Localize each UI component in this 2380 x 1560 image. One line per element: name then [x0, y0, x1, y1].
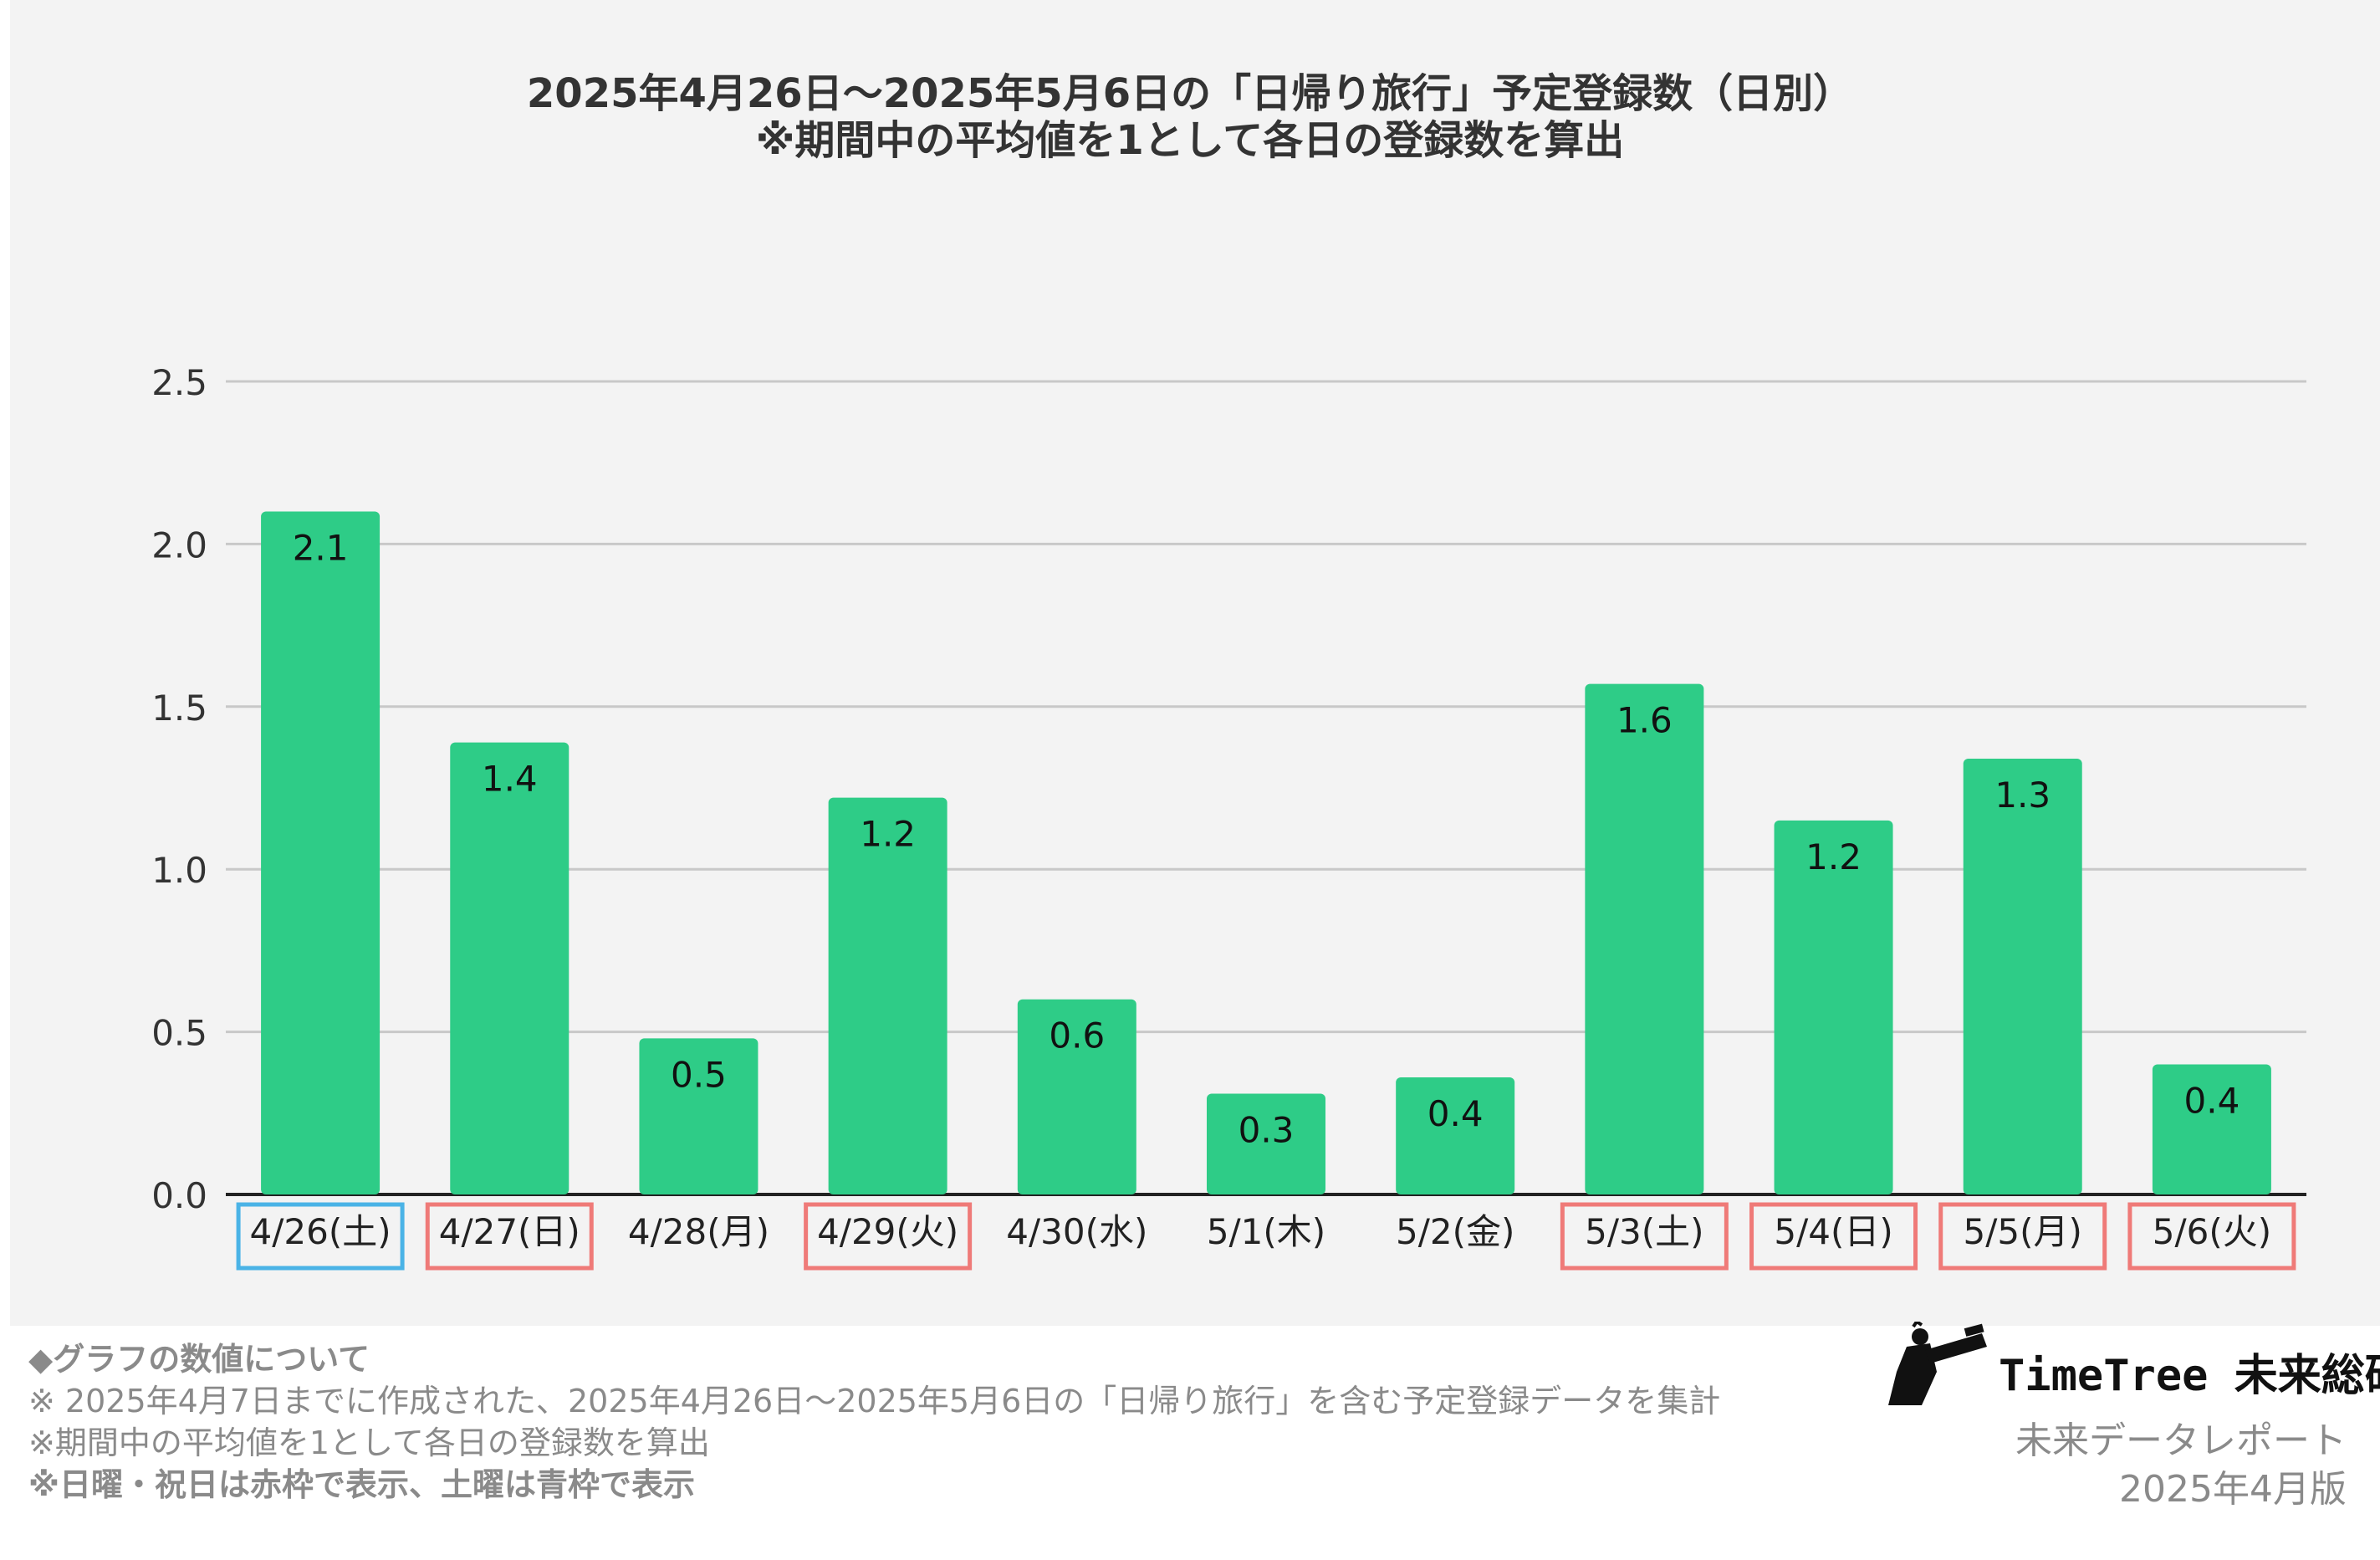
holiday-frame — [1938, 1202, 2107, 1271]
y-tick-label: 1.5 — [151, 688, 207, 729]
x-tick-label: 5/4(日) — [1774, 1211, 1892, 1252]
bar — [1207, 1093, 1325, 1194]
y-tick-label: 1.0 — [151, 850, 207, 891]
chart-title-line-1: 2025年4月26日〜2025年5月6日の「日帰り旅行」予定登録数（日別） — [526, 70, 1854, 117]
x-tick-label: 4/27(日) — [439, 1211, 580, 1252]
grid-layer — [226, 380, 2306, 1196]
label-layer: 0.0 0.5 1.0 1.5 2.0 2.5 2.1 4/26(土) 1.4 4/27(日) 0.… — [151, 362, 2296, 1271]
chart-title-line-2: ※期間中の平均値を1として各日の登録数を算出 — [755, 117, 1625, 164]
x-tick-label: 5/1(木) — [1207, 1211, 1325, 1252]
notes-heading: ◆グラフの数値について — [28, 1341, 370, 1378]
data-label: 1.2 — [860, 814, 916, 855]
brand-subtitle: 未来データレポート — [2015, 1419, 2347, 1462]
bar — [2152, 1064, 2271, 1194]
data-label: 1.4 — [482, 759, 538, 800]
bar — [828, 797, 947, 1194]
bar — [1963, 759, 2082, 1194]
x-tick-label: 5/3(土) — [1585, 1211, 1703, 1252]
data-label: 0.6 — [1049, 1015, 1105, 1056]
holiday-frame — [1560, 1202, 1729, 1271]
data-label: 0.3 — [1239, 1109, 1295, 1150]
bar-chart: 0.0 0.5 1.0 1.5 2.0 2.5 2.1 4/26(土) 1.4 4/27(日) 0.… — [151, 362, 2306, 1271]
x-tick-label: 4/29(火) — [817, 1211, 958, 1252]
data-label: 0.5 — [671, 1054, 727, 1095]
note-line-1: ※ 2025年4月7日までに作成された、2025年4月26日〜2025年5月6日… — [28, 1383, 1721, 1419]
x-tick-label: 5/2(金) — [1396, 1211, 1514, 1252]
data-label: 0.4 — [1427, 1093, 1484, 1134]
holiday-frame — [425, 1202, 594, 1271]
data-label: 1.6 — [1616, 700, 1673, 741]
bar — [450, 742, 569, 1194]
telescope-figure-icon — [1888, 1322, 1987, 1405]
brand-edition: 2025年4月版 — [2119, 1468, 2347, 1511]
note-line-2: ※期間中の平均値を1として各日の登録数を算出 — [28, 1424, 710, 1461]
data-label: 2.1 — [293, 528, 349, 569]
x-tick-label: 4/26(土) — [250, 1211, 391, 1252]
holiday-frame — [1749, 1202, 1918, 1271]
data-label: 1.2 — [1805, 836, 1862, 877]
bar — [1774, 820, 1893, 1194]
data-label: 0.4 — [2184, 1080, 2240, 1121]
brand-block: TimeTree 未来総研 — [1888, 1322, 2380, 1405]
bar-layer — [261, 511, 2271, 1194]
brand-name: TimeTree 未来総研 — [1999, 1351, 2380, 1401]
data-label: 1.3 — [1994, 775, 2051, 816]
bar — [261, 511, 380, 1194]
bar — [1017, 999, 1136, 1194]
y-tick-label: 0.0 — [151, 1175, 207, 1216]
holiday-frame — [2127, 1202, 2296, 1271]
bar — [639, 1038, 758, 1194]
saturday-frame — [236, 1202, 405, 1271]
y-tick-label: 0.5 — [151, 1013, 207, 1054]
y-tick-label: 2.5 — [151, 362, 207, 403]
y-tick-label: 2.0 — [151, 524, 207, 565]
bar — [1585, 683, 1704, 1194]
note-line-3: ※日曜・祝日は赤枠で表示、土曜は青枠で表示 — [28, 1466, 695, 1503]
x-tick-label: 5/5(月) — [1964, 1211, 2082, 1252]
x-tick-label: 5/6(火) — [2153, 1211, 2271, 1252]
holiday-frame — [804, 1202, 973, 1271]
bar — [1396, 1077, 1515, 1194]
x-tick-label: 4/28(月) — [628, 1211, 769, 1252]
x-tick-label: 4/30(水) — [1006, 1211, 1147, 1252]
